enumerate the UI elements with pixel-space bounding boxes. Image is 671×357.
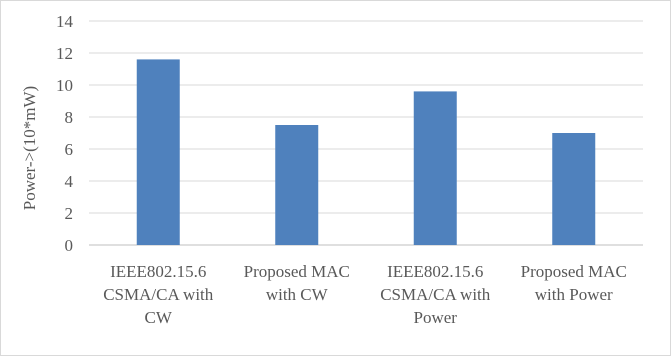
y-tick-label: 12 [56, 44, 73, 63]
y-tick-label: 10 [56, 76, 73, 95]
x-category-label: IEEE802.15.6 CSMA/CA with CW [103, 262, 214, 327]
bar [136, 59, 180, 246]
y-tick-label: 14 [56, 12, 74, 31]
y-tick-label: 6 [65, 140, 74, 159]
bar [275, 125, 319, 245]
bars [136, 59, 596, 246]
y-tick-label: 4 [65, 172, 74, 191]
bar [552, 133, 596, 245]
y-tick-label: 0 [65, 236, 74, 255]
x-category-label: IEEE802.15.6 CSMA/CA with Power [380, 262, 491, 327]
y-tick-label: 2 [65, 204, 74, 223]
y-axis-ticks: 0 2 4 6 8 10 12 14 [56, 12, 74, 255]
x-category-label: Proposed MAC with Power [521, 262, 627, 304]
x-axis-categories: IEEE802.15.6 CSMA/CA with CW Proposed MAC wi… [103, 262, 627, 327]
x-category-label: Proposed MAC with CW [244, 262, 350, 304]
gridlines [89, 20, 643, 246]
y-tick-label: 8 [65, 108, 74, 127]
bar [413, 91, 457, 246]
y-axis-title: Power->(10*mW) [20, 86, 39, 210]
